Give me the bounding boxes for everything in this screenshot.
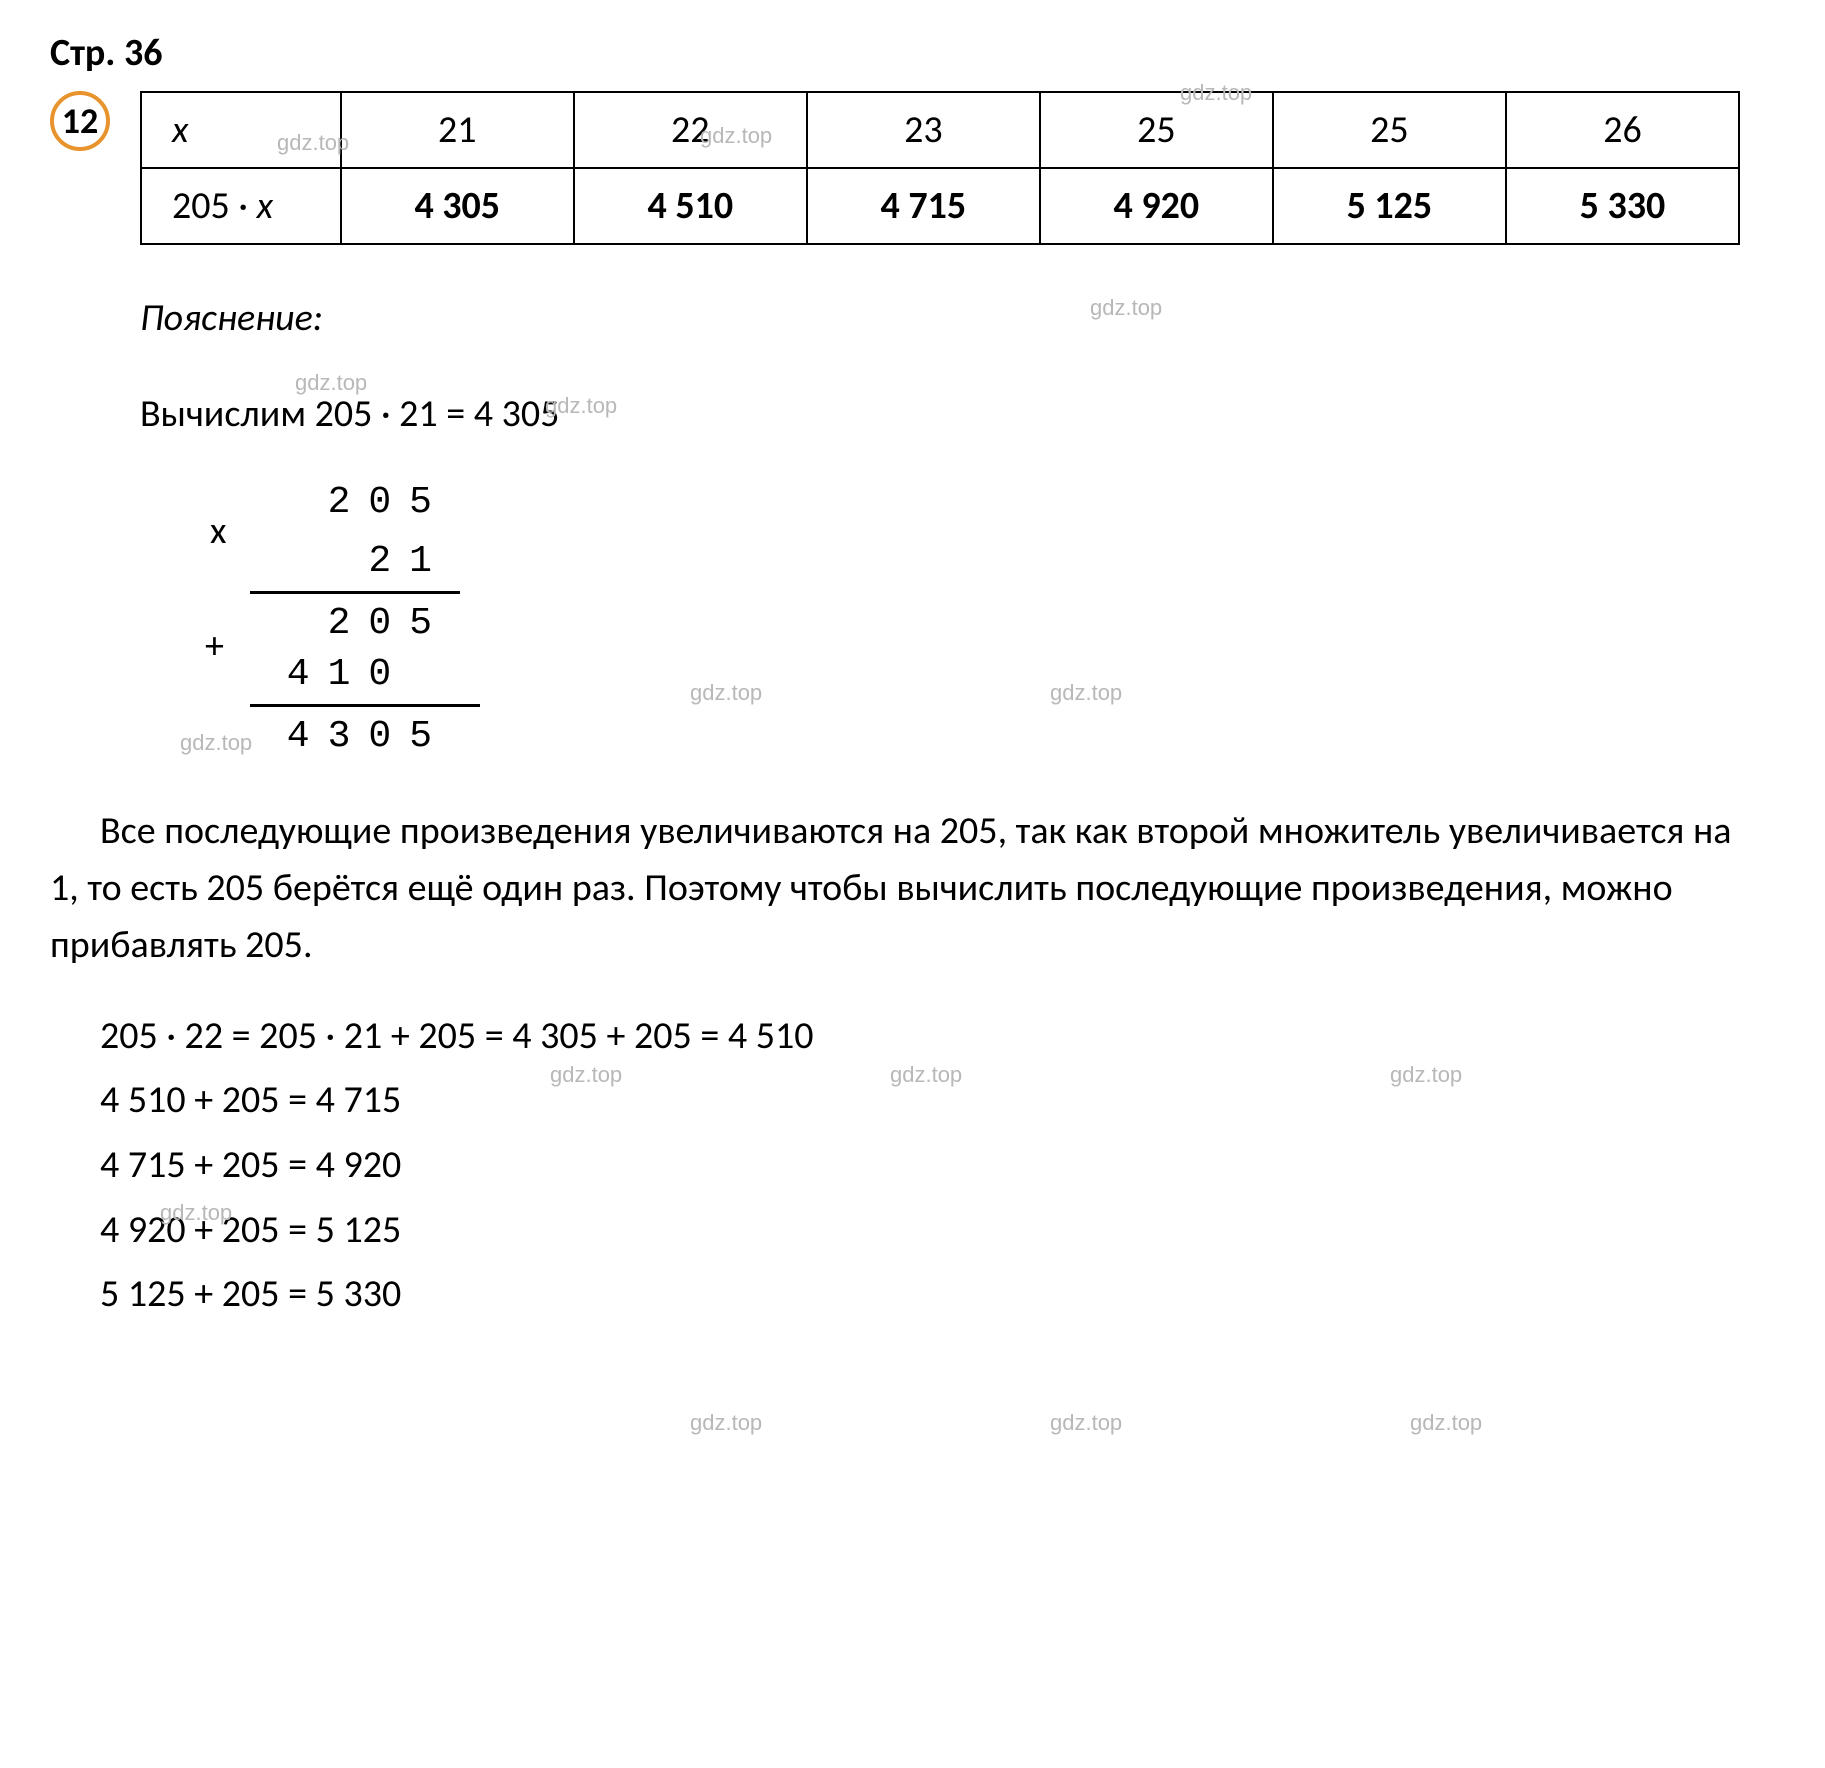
- equation-line: 4 920 + 205 = 5 125: [100, 1198, 1775, 1263]
- divider-line: [250, 591, 460, 594]
- watermark-text: gdz.top: [1050, 1410, 1122, 1436]
- page-label: Стр. 36: [50, 30, 1775, 76]
- equation-line: 205 · 22 = 205 · 21 + 205 = 4 305 + 205 …: [100, 1004, 1775, 1069]
- watermark-text: gdz.top: [690, 1410, 762, 1436]
- longmult-partial: 410: [250, 649, 450, 700]
- table-cell: 25: [1273, 92, 1506, 168]
- table-cell: 4 305: [341, 168, 574, 244]
- equation-line: 4 715 + 205 = 4 920: [100, 1133, 1775, 1198]
- longmult-line: 21: [250, 536, 450, 587]
- divider-line: [250, 704, 480, 707]
- table-cell: 4 715: [807, 168, 1040, 244]
- table-cell: 5 330: [1506, 168, 1739, 244]
- longmult-line: 205: [250, 477, 450, 528]
- main-row: 12 x 21 22 23 25 25 26 205 · x 4 305 4 5…: [50, 91, 1775, 803]
- watermark-text: gdz.top: [1410, 1410, 1482, 1436]
- values-table: x 21 22 23 25 25 26 205 · x 4 305 4 510 …: [140, 91, 1740, 245]
- row-header: x: [172, 107, 188, 153]
- table-cell: 25: [1040, 92, 1273, 168]
- long-multiplication: 205 х 21 + 205: [210, 477, 480, 763]
- multiply-sign: х: [210, 506, 250, 557]
- table-cell: 4 920: [1040, 168, 1273, 244]
- problem-number-badge: 12: [50, 91, 110, 151]
- page-wrapper: Стр. 36 12 x 21 22 23 25 25 26 205 · x 4…: [50, 30, 1775, 1327]
- equation-line: 5 125 + 205 = 5 330: [100, 1262, 1775, 1327]
- calculation-intro: Вычислим 205 · 21 = 4 305: [140, 391, 1775, 437]
- longmult-partial: 205: [250, 598, 450, 649]
- longmult-result: 4305: [250, 711, 450, 762]
- content-block: x 21 22 23 25 25 26 205 · x 4 305 4 510 …: [140, 91, 1775, 803]
- table-cell: 23: [807, 92, 1040, 168]
- equation-line: 4 510 + 205 = 4 715: [100, 1068, 1775, 1133]
- equation-list: 205 · 22 = 205 · 21 + 205 = 4 305 + 205 …: [100, 1004, 1775, 1327]
- table-cell: 26: [1506, 92, 1739, 168]
- table-cell: 21: [341, 92, 574, 168]
- table-cell: 5 125: [1273, 168, 1506, 244]
- table-cell: 4 510: [574, 168, 807, 244]
- explanation-paragraph: Все последующие произведения увеличивают…: [50, 803, 1750, 974]
- plus-sign: +: [205, 621, 224, 672]
- table-row: x 21 22 23 25 25 26: [141, 92, 1739, 168]
- explanation-heading: Пояснение:: [140, 295, 1775, 341]
- table-cell: 22: [574, 92, 807, 168]
- table-row: 205 · x 4 305 4 510 4 715 4 920 5 125 5 …: [141, 168, 1739, 244]
